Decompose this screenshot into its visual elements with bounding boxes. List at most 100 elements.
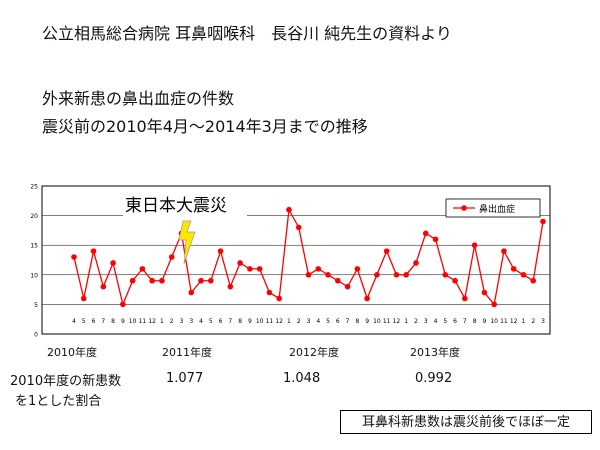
x-tick-label: 12	[275, 318, 283, 325]
data-point	[325, 272, 331, 278]
data-point	[471, 242, 478, 248]
data-point	[198, 277, 204, 284]
x-tick-label: 6	[92, 318, 96, 325]
y-tick-label: 5	[34, 302, 38, 309]
data-point	[207, 277, 214, 284]
data-point	[452, 277, 458, 284]
lightning-icon	[178, 220, 196, 265]
data-point	[403, 272, 410, 278]
legend-box	[445, 198, 541, 218]
x-tick-label: 11	[139, 318, 147, 325]
x-tick-label: 12	[148, 318, 156, 325]
chart-period: 震災前の2010年4月～2014年3月までの推移	[42, 117, 368, 136]
data-point	[286, 206, 292, 213]
x-tick-label: 7	[228, 318, 232, 325]
x-tick-label: 10	[490, 318, 498, 325]
ratio-value: 1.077	[166, 371, 204, 386]
fiscal-year-label: 2010年度	[47, 346, 97, 359]
x-tick-label: 4	[199, 318, 203, 325]
data-point	[344, 283, 351, 290]
x-tick-label: 2	[531, 318, 535, 325]
x-tick-label: 3	[180, 318, 184, 325]
x-tick-label: 7	[346, 318, 350, 325]
data-point	[393, 272, 400, 278]
data-point	[335, 277, 341, 284]
legend: 鼻出血症	[445, 198, 541, 218]
ratio-label: 2010年度の新患数	[10, 374, 122, 389]
y-axis-ticks: 0 5 10 15 20 25	[30, 184, 38, 339]
x-tick-label: 5	[82, 318, 86, 325]
x-tick-label: 9	[365, 318, 369, 325]
x-tick-label: 11	[383, 318, 391, 325]
x-tick-label: 9	[482, 318, 486, 325]
x-tick-label: 6	[336, 318, 340, 325]
data-point	[71, 254, 77, 260]
x-tick-label: 9	[248, 318, 252, 325]
data-point	[422, 230, 429, 237]
x-tick-label: 7	[463, 318, 467, 325]
grid-lines	[42, 215, 550, 305]
data-point	[374, 272, 380, 278]
data-point	[129, 277, 136, 284]
data-point	[247, 266, 253, 272]
data-point	[413, 260, 419, 266]
data-point	[354, 266, 361, 272]
x-tick-label: 5	[443, 318, 447, 325]
data-point	[501, 248, 507, 254]
ratio-value: 1.048	[283, 371, 321, 386]
x-tick-label: 8	[355, 318, 359, 325]
data-point	[139, 266, 146, 272]
data-point	[481, 289, 488, 296]
data-point	[227, 283, 234, 290]
x-tick-label: 2	[414, 318, 418, 325]
x-tick-label: 3	[541, 318, 545, 325]
y-tick-label: 15	[30, 243, 38, 250]
data-point	[80, 295, 87, 302]
fiscal-year-label: 2011年度	[162, 346, 212, 359]
x-tick-label: 12	[393, 318, 401, 325]
x-tick-label: 11	[266, 318, 274, 325]
fiscal-year-label: 2013年度	[410, 346, 460, 359]
x-tick-label: 4	[316, 318, 320, 325]
data-point	[217, 248, 224, 254]
fiscal-year-label: 2012年度	[289, 346, 339, 359]
y-tick-label: 10	[30, 272, 38, 279]
data-point	[510, 266, 517, 272]
x-tick-label: 10	[373, 318, 381, 325]
x-tick-label: 1	[287, 318, 291, 325]
x-tick-label: 8	[238, 318, 242, 325]
x-tick-label: 4	[434, 318, 438, 325]
legend-label: 鼻出血症	[479, 203, 515, 215]
x-tick-label: 5	[209, 318, 213, 325]
data-point	[295, 224, 302, 231]
data-point	[237, 260, 243, 266]
x-tick-label: 11	[500, 318, 508, 325]
data-point	[540, 218, 546, 225]
x-tick-label: 1	[404, 318, 408, 325]
data-point	[530, 277, 537, 284]
x-tick-label: 2	[297, 318, 301, 325]
data-point	[305, 272, 312, 278]
x-tick-label: 9	[121, 318, 125, 325]
page-title: 公立相馬総合病院 耳鼻咽喉科 長谷川 純先生の資料より	[42, 24, 452, 43]
data-point	[432, 236, 439, 243]
y-tick-label: 0	[34, 332, 38, 339]
data-point	[383, 248, 390, 254]
x-tick-label: 3	[307, 318, 311, 325]
data-point	[442, 272, 449, 278]
ratio-value: 0.992	[415, 371, 453, 386]
x-tick-label: 6	[453, 318, 457, 325]
data-point	[110, 260, 116, 266]
chart-subtitle: 外来新患の鼻出血症の件数	[42, 89, 235, 108]
y-tick-label: 20	[30, 213, 38, 220]
data-point	[276, 295, 282, 302]
legend-marker	[461, 205, 467, 211]
data-point	[520, 272, 527, 278]
series-line	[73, 207, 544, 307]
data-point	[120, 301, 126, 308]
ratio-label-cont: を1とした割合	[15, 394, 102, 409]
data-point	[149, 277, 155, 284]
x-tick-label: 12	[510, 318, 518, 325]
data-point	[364, 295, 370, 302]
x-tick-label: 8	[473, 318, 477, 325]
